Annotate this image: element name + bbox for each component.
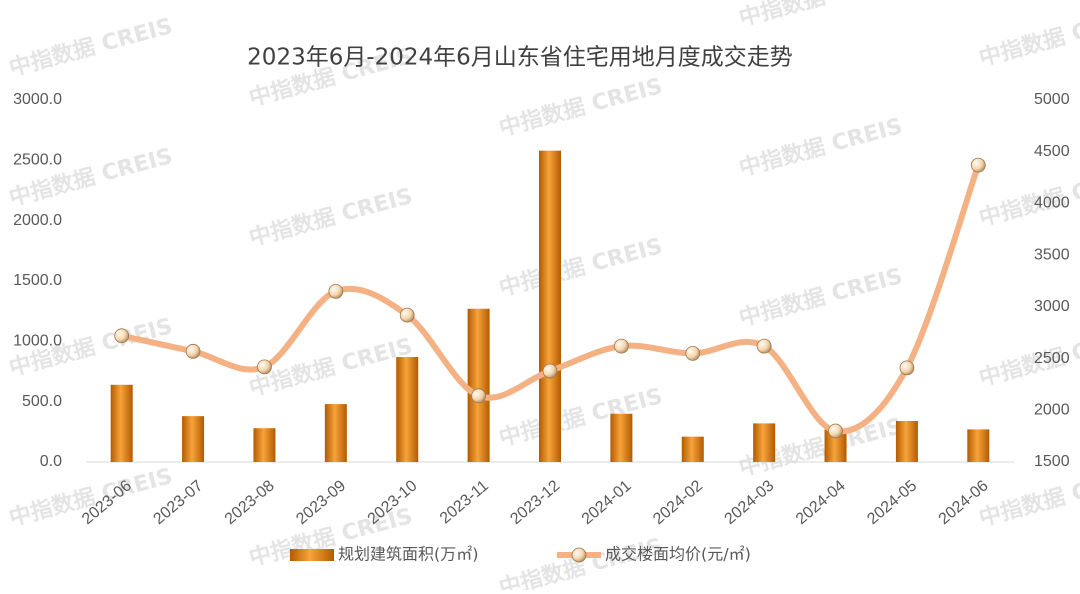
bar [324,404,347,462]
watermark: 中指数据 CREIS [496,233,665,302]
x-tick-label: 2023-08 [222,477,278,528]
legend-swatch [290,549,334,561]
line-marker [899,360,915,376]
legend-label: 规划建筑面积(万㎡) [338,545,479,564]
line-marker [685,345,701,361]
line-marker [399,307,415,323]
bar [681,436,704,462]
watermark: 中指数据 CREIS [736,113,905,182]
watermark: 中指数据 CREIS [6,13,175,82]
watermark: 中指数据 CREIS [976,463,1080,532]
line-marker [542,363,558,379]
bar [610,413,633,462]
watermark: 中指数据 CREIS [496,383,665,452]
watermark: 中指数据 CREIS [246,183,415,252]
bar [110,384,133,462]
y2-tick-label: 1500 [1034,453,1070,470]
x-tick-label: 2024-03 [722,477,778,528]
y-tick-label: 1000.0 [13,333,62,350]
y2-tick-label: 2500 [1034,350,1070,367]
line-marker [185,343,201,359]
x-tick-label: 2024-05 [864,477,920,528]
line-marker [114,328,130,344]
y2-tick-label: 3500 [1034,246,1070,263]
bar [895,420,918,462]
y-tick-label: 2500.0 [13,152,62,169]
bar [467,308,490,462]
line-marker [328,283,344,299]
chart-title: 2023年6月-2024年6月山东省住宅用地月度成交走势 [247,45,793,71]
x-tick-label: 2023-12 [507,477,563,528]
line-marker [471,388,487,404]
y-tick-label: 0.0 [40,453,62,470]
x-tick-label: 2023-11 [437,477,492,527]
bar [753,423,776,462]
x-tick-label: 2024-04 [793,477,849,528]
watermark: 中指数据 CREIS [496,73,665,142]
x-tick-label: 2023-09 [293,477,349,528]
watermark: 中指数据 CREIS [736,0,905,32]
legend-label: 成交楼面均价(元/㎡) [605,545,751,564]
y2-tick-label: 5000 [1034,91,1070,108]
bar [539,150,561,462]
y2-tick-label: 3000 [1034,298,1070,315]
y-tick-label: 2000.0 [13,212,62,229]
y2-tick-label: 2000 [1034,402,1070,419]
y2-tick-label: 4000 [1034,195,1070,212]
bar [824,429,847,462]
line-marker [257,359,272,375]
y-tick-label: 3000.0 [13,91,62,108]
y2-tick-label: 4500 [1034,143,1070,160]
bar [396,357,419,462]
y-tick-label: 1500.0 [13,272,62,289]
x-tick-label: 2024-01 [579,477,635,528]
legend-swatch [571,547,587,563]
line-marker [756,338,772,354]
bar [182,416,205,462]
bar [253,428,276,462]
line-marker [613,338,629,354]
watermark: 中指数据 CREIS [976,3,1080,72]
line [118,162,982,435]
line-marker [970,157,986,173]
line-marker [828,423,843,439]
watermark: 中指数据 CREIS [736,263,905,332]
y-tick-label: 500.0 [22,393,62,410]
bar [967,429,990,462]
x-tick-label: 2024-02 [650,477,706,528]
